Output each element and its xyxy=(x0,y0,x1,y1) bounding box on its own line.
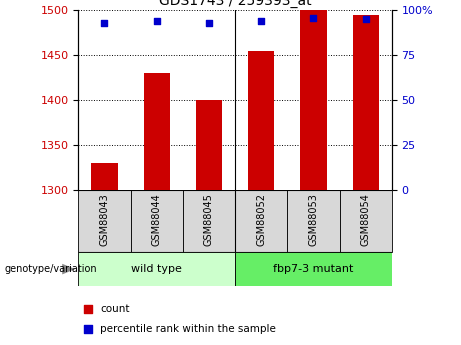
Text: GSM88052: GSM88052 xyxy=(256,193,266,246)
Point xyxy=(310,15,317,20)
Bar xyxy=(183,190,235,252)
Bar xyxy=(78,190,130,252)
Point xyxy=(258,18,265,24)
Text: fbp7-3 mutant: fbp7-3 mutant xyxy=(273,264,354,274)
Text: percentile rank within the sample: percentile rank within the sample xyxy=(100,324,276,334)
Bar xyxy=(235,252,392,286)
Bar xyxy=(196,100,222,190)
Bar xyxy=(144,73,170,190)
Text: GSM88044: GSM88044 xyxy=(152,193,162,246)
Text: GSM88043: GSM88043 xyxy=(100,193,110,246)
Bar xyxy=(353,15,379,190)
Text: count: count xyxy=(100,304,130,314)
Text: GSM88053: GSM88053 xyxy=(308,193,319,246)
Polygon shape xyxy=(62,264,75,274)
Text: wild type: wild type xyxy=(131,264,182,274)
Bar xyxy=(91,163,118,190)
Text: GSM88045: GSM88045 xyxy=(204,193,214,246)
Bar xyxy=(130,190,183,252)
Point xyxy=(153,18,160,24)
Bar xyxy=(248,51,274,190)
Text: GSM88054: GSM88054 xyxy=(361,193,371,246)
Bar xyxy=(78,252,235,286)
Title: GDS1743 / 259393_at: GDS1743 / 259393_at xyxy=(159,0,312,8)
Bar xyxy=(301,10,326,190)
Point xyxy=(205,20,213,26)
Point xyxy=(101,20,108,26)
Bar xyxy=(287,190,340,252)
Text: genotype/variation: genotype/variation xyxy=(5,264,97,274)
Bar xyxy=(235,190,287,252)
Point xyxy=(84,326,91,332)
Point xyxy=(362,17,369,22)
Bar xyxy=(340,190,392,252)
Point xyxy=(84,306,91,312)
